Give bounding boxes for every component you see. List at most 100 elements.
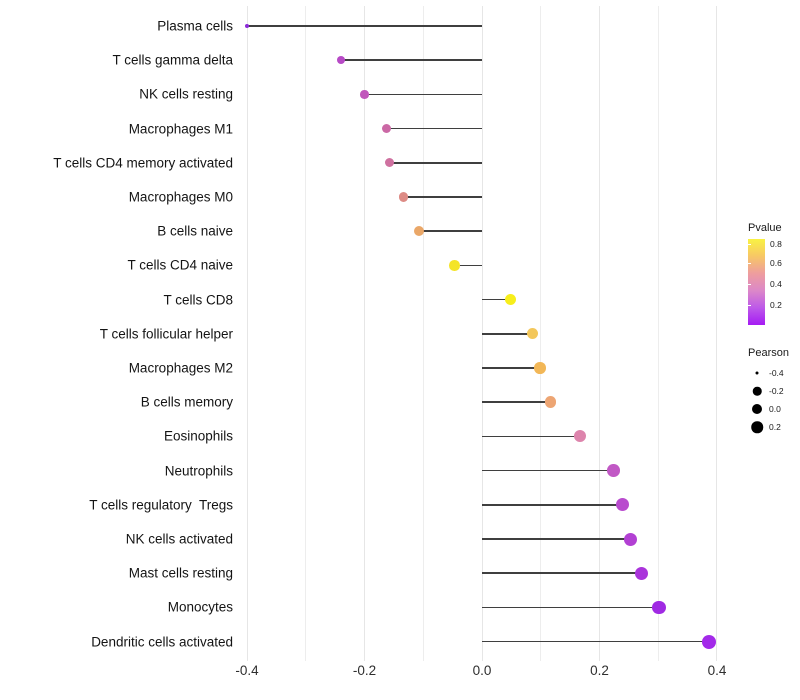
lollipop-stem [482, 572, 642, 574]
pearson-size-item: -0.2 [748, 382, 800, 400]
category-label: B cells memory [140, 394, 233, 410]
category-label: Macrophages M0 [128, 189, 233, 205]
category-label: Mast cells resting [128, 565, 233, 581]
pvalue-legend-title: Pvalue [748, 222, 782, 234]
colorbar-tick-mark [748, 283, 751, 285]
category-label: T cells CD4 memory activated [53, 155, 233, 171]
category-label: T cells regulatory Tregs [89, 497, 233, 513]
lollipop-dot [360, 90, 369, 99]
gridline [716, 6, 718, 661]
lollipop-dot [398, 192, 409, 202]
lollipop-stem [403, 196, 482, 198]
plot-panel [240, 6, 744, 661]
pearson-size-items: -0.4 -0.2 0.0 0.2 [748, 364, 800, 436]
lollipop-dot [607, 464, 620, 477]
lollipop-dot [544, 396, 557, 408]
category-label: T cells CD4 naive [127, 257, 233, 273]
category-label: Neutrophils [164, 463, 233, 479]
colorbar-tick-mark [748, 244, 751, 246]
pvalue-legend: Pvalue 0.8 0.6 0.4 0.2 [748, 222, 800, 325]
pearson-legend: Pearson -0.4 -0.2 0.0 0.2 [748, 347, 800, 436]
category-label: Eosinophils [163, 428, 233, 444]
x-tick-label: 0.4 [707, 663, 727, 678]
lollipop-stem [482, 367, 541, 369]
pearson-size-dot [751, 421, 763, 433]
gridline [540, 6, 542, 661]
category-label: Monocytes [167, 599, 233, 615]
pearson-size-dot [755, 371, 759, 375]
category-label: Plasma cells [157, 18, 233, 34]
x-tick-label: 0.0 [472, 663, 492, 678]
lollipop-dot [574, 430, 587, 443]
lollipop-stem [389, 162, 482, 164]
category-label: NK cells activated [125, 531, 233, 547]
category-label: B cells naive [157, 223, 233, 239]
lollipop-stem [364, 93, 482, 96]
lollipop-dot [245, 24, 250, 28]
colorbar-tick-label: 0.2 [770, 300, 782, 311]
pearson-size-dot [752, 404, 762, 414]
lollipop-dot [504, 294, 516, 306]
lollipop-stem [482, 469, 614, 472]
pearson-size-dot [752, 386, 762, 396]
pearson-size-item: 0.2 [748, 418, 800, 436]
lollipop-stem [247, 25, 482, 27]
pearson-size-item: 0.0 [748, 400, 800, 418]
lollipop-dot [385, 158, 395, 168]
gridline [422, 6, 424, 661]
lollipop-dot [534, 362, 546, 374]
lollipop-dot [623, 532, 637, 546]
colorbar-tick-mark [748, 305, 751, 307]
lollipop-dot [449, 260, 460, 271]
category-label: T cells gamma delta [112, 52, 233, 68]
pvalue-colorbar [748, 239, 765, 325]
colorbar-tick-label: 0.6 [770, 258, 782, 269]
pearson-size-label: 0.2 [769, 422, 781, 432]
gridline [657, 6, 659, 661]
x-tick-label: -0.4 [235, 663, 259, 678]
pearson-size-item: -0.4 [748, 364, 800, 382]
category-label: T cells follicular helper [99, 326, 233, 342]
category-label: T cells CD8 [163, 292, 233, 308]
pearson-size-label: -0.4 [769, 368, 784, 378]
pearson-size-label: -0.2 [769, 386, 784, 396]
colorbar-tick-label: 0.8 [770, 239, 782, 250]
lollipop-stem [482, 435, 581, 438]
colorbar-tick-label: 0.4 [770, 278, 782, 289]
lollipop-stem [454, 264, 482, 267]
gridline [364, 6, 366, 661]
x-tick-label: -0.2 [352, 663, 377, 678]
lollipop-dot [337, 56, 346, 65]
lollipop-dot [616, 498, 630, 512]
lollipop-dot [527, 328, 539, 340]
category-label: Macrophages M2 [128, 360, 233, 376]
gridline [246, 6, 248, 661]
category-label: Macrophages M1 [128, 121, 233, 137]
lollipop-dot [414, 226, 425, 237]
lollipop-dot [701, 634, 716, 649]
lollipop-stem [341, 59, 482, 61]
pearson-size-label: 0.0 [769, 404, 781, 414]
lollipop-dot [652, 600, 666, 615]
lollipop-stem [419, 230, 482, 232]
lollipop-dot [634, 566, 648, 580]
lollipop-stem [482, 504, 623, 506]
pearson-legend-title: Pearson [748, 347, 789, 359]
category-label: NK cells resting [139, 86, 233, 102]
lollipop-stem [482, 401, 551, 403]
pvalue-colorbar-wrap: 0.8 0.6 0.4 0.2 [748, 239, 782, 325]
lollipop-stem [482, 606, 659, 609]
legend: Pvalue 0.8 0.6 0.4 0.2 Pearson -0.4 -0.2 0.0 0… [748, 222, 800, 436]
gridline [598, 6, 600, 661]
colorbar-tick-mark [748, 263, 751, 265]
x-tick-label: 0.2 [590, 663, 609, 678]
lollipop-stem [482, 333, 533, 335]
lollipop-stem [482, 298, 511, 301]
category-label: Dendritic cells activated [91, 634, 233, 650]
gridline [305, 6, 307, 661]
lollipop-dot [381, 124, 391, 134]
lollipop-stem [482, 538, 631, 540]
lollipop-stem [482, 640, 709, 643]
lollipop-stem [386, 127, 482, 130]
